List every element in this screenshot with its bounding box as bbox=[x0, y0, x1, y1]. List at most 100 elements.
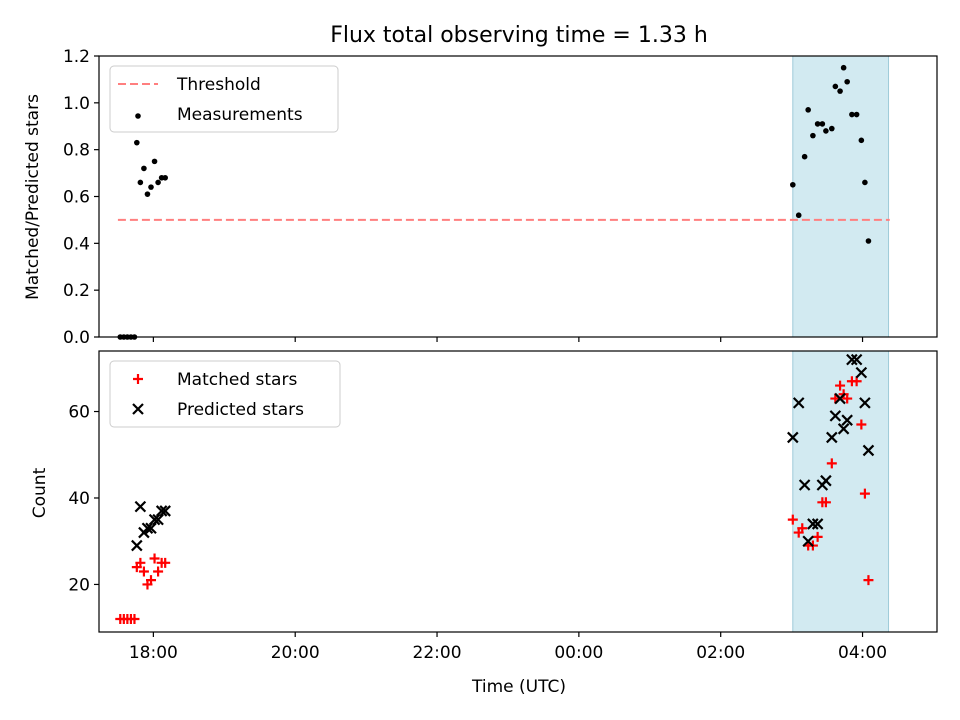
matched-star-point bbox=[787, 514, 798, 525]
measurement-point bbox=[137, 179, 144, 186]
x-tick-label: 20:00 bbox=[271, 643, 320, 663]
matched-star-point bbox=[851, 376, 862, 387]
ratio-panel: 0.0 0.2 0.4 0.6 0.8 1.0 1.2 Threshold Measuremen… bbox=[63, 47, 938, 348]
count-legend: Matched stars Predicted stars bbox=[109, 360, 341, 428]
matched-star-point bbox=[797, 523, 808, 534]
measurement-point bbox=[865, 238, 872, 244]
measurement-point bbox=[134, 139, 140, 146]
measurement-point bbox=[148, 184, 154, 190]
measurement-point bbox=[801, 153, 808, 160]
count-legend-box bbox=[109, 360, 341, 428]
x-tick-label: 00:00 bbox=[554, 643, 603, 663]
measurement-point bbox=[795, 212, 802, 219]
measurement-point bbox=[840, 64, 847, 71]
measurement-point bbox=[144, 191, 151, 197]
measurement-point bbox=[151, 158, 158, 165]
measurement-point bbox=[849, 111, 855, 118]
legend-measurement-swatch bbox=[135, 113, 141, 119]
measurement-point bbox=[790, 181, 796, 188]
matched-star-point bbox=[135, 557, 146, 568]
legend-predicted-swatch bbox=[132, 403, 144, 415]
predicted-star-point bbox=[802, 535, 814, 547]
measurement-point bbox=[810, 132, 816, 139]
ratio-legend: Threshold Measurements bbox=[109, 65, 339, 133]
predicted-star-point bbox=[841, 414, 853, 426]
measurement-point bbox=[862, 179, 868, 186]
predicted-star-point bbox=[787, 431, 799, 444]
measurement-point bbox=[844, 78, 850, 85]
measurement-point bbox=[858, 137, 865, 144]
predicted-star-point bbox=[159, 505, 171, 517]
predicted-star-point bbox=[846, 353, 858, 366]
y-axis-label-count: Count bbox=[30, 467, 50, 518]
predicted-star-point bbox=[859, 397, 871, 409]
count-axes-frame bbox=[98, 350, 938, 633]
matched-star-point bbox=[129, 614, 140, 625]
matched-star-point bbox=[138, 566, 149, 577]
matched-star-point bbox=[146, 575, 157, 586]
measurement-point bbox=[819, 121, 826, 127]
measurement-point bbox=[823, 128, 829, 134]
predicted-star-point bbox=[811, 518, 824, 530]
predicted-star-point bbox=[826, 431, 838, 444]
matched-star-point bbox=[856, 419, 867, 430]
predicted-star-point bbox=[820, 474, 832, 487]
predicted-star-point bbox=[792, 397, 805, 409]
measurement-point bbox=[162, 174, 168, 181]
legend-label: Matched stars bbox=[177, 370, 297, 390]
measurement-point bbox=[155, 179, 161, 186]
predicted-star-point bbox=[829, 410, 842, 422]
legend-matched-swatch bbox=[133, 374, 143, 384]
measurement-point bbox=[141, 165, 147, 172]
predicted-star-point bbox=[134, 500, 147, 513]
count-y-tick-label: 20 bbox=[68, 575, 90, 595]
matched-star-point bbox=[820, 497, 831, 508]
predicted-star-point bbox=[855, 366, 868, 379]
measurement-point bbox=[814, 121, 821, 127]
predicted-star-point bbox=[837, 423, 850, 435]
x-axis-label: Time (UTC) bbox=[471, 677, 566, 697]
predicted-star-point bbox=[850, 353, 863, 366]
ratio-y-tick-label: 0.8 bbox=[63, 141, 90, 161]
ratio-y-tick-label: 0.0 bbox=[63, 328, 90, 348]
ratio-legend-box bbox=[109, 65, 339, 133]
predicted-star-point bbox=[862, 444, 875, 457]
measurement-point bbox=[837, 88, 843, 94]
matched-star-point bbox=[160, 557, 171, 568]
count-y-tick-label: 40 bbox=[68, 489, 90, 509]
x-tick-label: 02:00 bbox=[696, 643, 745, 663]
predicted-star-point bbox=[807, 518, 819, 530]
measurement-point bbox=[853, 111, 860, 118]
legend-label: Measurements bbox=[177, 105, 303, 125]
matched-star-point bbox=[149, 553, 160, 564]
matched-star-point bbox=[842, 393, 853, 404]
legend-label: Threshold bbox=[176, 75, 261, 95]
matched-star-point bbox=[812, 531, 823, 542]
chart-title: Flux total observing time = 1.33 h bbox=[330, 23, 708, 48]
x-tick-label: 22:00 bbox=[413, 643, 462, 663]
ratio-y-tick-label: 1.2 bbox=[63, 47, 90, 67]
matched-star-point bbox=[153, 566, 164, 577]
measurement-point bbox=[832, 83, 839, 90]
ratio-highlight-span bbox=[792, 55, 890, 338]
matched-star-point bbox=[863, 575, 874, 586]
matched-star-point bbox=[835, 380, 846, 391]
legend-label: Predicted stars bbox=[177, 400, 304, 420]
predicted-star-point bbox=[798, 479, 811, 491]
predicted-star-point bbox=[834, 392, 846, 405]
x-tick-label: 04:00 bbox=[838, 643, 887, 663]
ratio-y-tick-label: 1.0 bbox=[63, 94, 90, 114]
predicted-star-point bbox=[155, 505, 168, 517]
y-axis-label-ratio: Matched/Predicted stars bbox=[23, 94, 43, 300]
measurement-point bbox=[829, 125, 835, 132]
count-y-tick-label: 60 bbox=[68, 403, 90, 423]
ratio-y-tick-label: 0.4 bbox=[63, 234, 90, 254]
matched-star-point bbox=[826, 458, 837, 469]
ratio-y-tick-label: 0.2 bbox=[63, 281, 90, 301]
count-panel: 20 40 60 18:00 20:00 22:00 00:00 02:00 04:00 Matc… bbox=[68, 350, 938, 663]
matched-star-point bbox=[859, 488, 870, 499]
measurement-point bbox=[805, 107, 811, 113]
ratio-y-tick-label: 0.6 bbox=[63, 188, 90, 208]
predicted-star-point bbox=[131, 539, 143, 552]
